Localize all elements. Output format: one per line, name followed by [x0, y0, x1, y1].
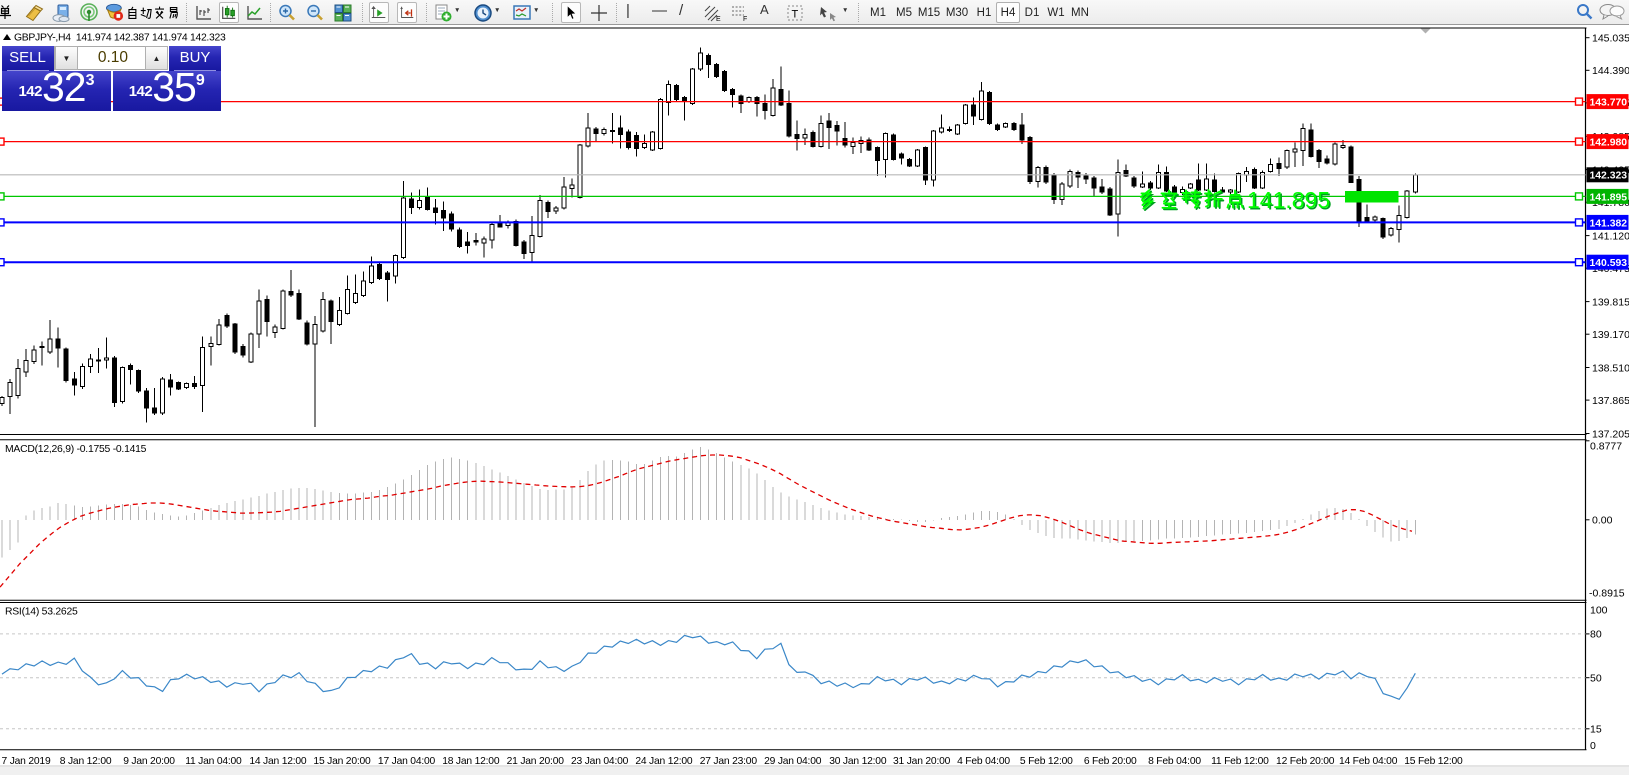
svg-text:23 Jan 04:00: 23 Jan 04:00: [571, 756, 629, 767]
svg-text:143.770: 143.770: [1590, 98, 1628, 109]
svg-text:7 Jan 2019: 7 Jan 2019: [2, 756, 51, 767]
svg-text:6 Feb 20:00: 6 Feb 20:00: [1084, 756, 1137, 767]
svg-text:30 Jan 12:00: 30 Jan 12:00: [829, 756, 887, 767]
svg-text:18 Jan 12:00: 18 Jan 12:00: [442, 756, 500, 767]
svg-text:31 Jan 20:00: 31 Jan 20:00: [893, 756, 951, 767]
svg-text:29 Jan 04:00: 29 Jan 04:00: [764, 756, 822, 767]
svg-text:0: 0: [1590, 740, 1596, 752]
svg-text:24 Jan 12:00: 24 Jan 12:00: [635, 756, 693, 767]
svg-text:137.865: 137.865: [1592, 395, 1629, 407]
svg-text:15 Jan 20:00: 15 Jan 20:00: [313, 756, 371, 767]
svg-text:0.8777: 0.8777: [1590, 441, 1622, 453]
svg-text:11 Feb 12:00: 11 Feb 12:00: [1211, 756, 1269, 767]
svg-text:8 Feb 04:00: 8 Feb 04:00: [1148, 756, 1201, 767]
svg-text:RSI(14) 53.2625: RSI(14) 53.2625: [5, 607, 78, 618]
svg-text:-0.8915: -0.8915: [1589, 588, 1625, 600]
svg-text:T: T: [792, 8, 799, 20]
svg-text:E: E: [716, 16, 721, 23]
svg-text:11 Jan 04:00: 11 Jan 04:00: [185, 756, 242, 767]
svg-text:F: F: [743, 16, 747, 23]
svg-text:9 Jan 20:00: 9 Jan 20:00: [123, 756, 175, 767]
svg-text:144.390: 144.390: [1592, 65, 1629, 77]
svg-text:5 Feb 12:00: 5 Feb 12:00: [1020, 756, 1073, 767]
svg-text:141.895: 141.895: [1249, 189, 1332, 215]
svg-text:139.170: 139.170: [1592, 329, 1629, 341]
svg-text:27 Jan 23:00: 27 Jan 23:00: [700, 756, 758, 767]
svg-text:141.895: 141.895: [1590, 192, 1628, 203]
svg-text:4 Feb 04:00: 4 Feb 04:00: [957, 756, 1010, 767]
svg-text:12 Feb 20:00: 12 Feb 20:00: [1276, 756, 1335, 767]
svg-text:137.205: 137.205: [1592, 428, 1629, 440]
svg-text:100: 100: [1590, 605, 1608, 617]
svg-text:142.980: 142.980: [1590, 137, 1628, 148]
svg-text:141.382: 141.382: [1590, 218, 1628, 229]
svg-text:14 Jan 12:00: 14 Jan 12:00: [249, 756, 307, 767]
svg-text:145.035: 145.035: [1592, 33, 1629, 45]
svg-text:MACD(12,26,9) -0.1755 -0.1415: MACD(12,26,9) -0.1755 -0.1415: [5, 444, 147, 455]
svg-text:142.323: 142.323: [1590, 171, 1628, 182]
svg-text:50: 50: [1590, 673, 1602, 685]
svg-text:15: 15: [1590, 724, 1602, 736]
svg-text:141.895: 141.895: [1247, 187, 1330, 213]
svg-text:80: 80: [1590, 629, 1602, 641]
svg-text:8 Jan 12:00: 8 Jan 12:00: [60, 756, 112, 767]
svg-text:140.593: 140.593: [1590, 258, 1628, 269]
svg-text:GBPJPY-,H4 141.974 142.387 14: GBPJPY-,H4 141.974 142.387 141.974 142.3…: [14, 33, 226, 44]
svg-text:139.815: 139.815: [1592, 296, 1629, 308]
svg-text:14 Feb 04:00: 14 Feb 04:00: [1339, 756, 1398, 767]
svg-text:21 Jan 20:00: 21 Jan 20:00: [507, 756, 565, 767]
svg-text:141.120: 141.120: [1592, 230, 1629, 242]
svg-text:138.510: 138.510: [1592, 362, 1629, 374]
svg-text:15 Feb 12:00: 15 Feb 12:00: [1404, 756, 1463, 767]
svg-text:0.00: 0.00: [1592, 515, 1613, 527]
svg-text:17 Jan 04:00: 17 Jan 04:00: [378, 756, 436, 767]
